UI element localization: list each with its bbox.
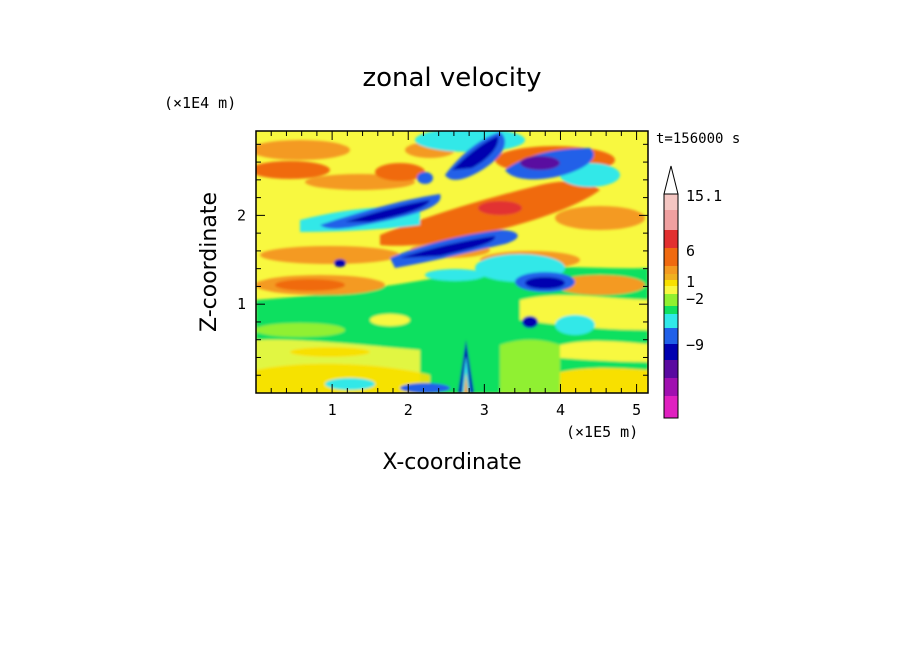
x-tick-label: 2 xyxy=(404,401,413,419)
colorbar-level-label: 6 xyxy=(686,242,695,260)
contour-field xyxy=(256,131,648,393)
colorbar-swatch xyxy=(664,194,678,210)
y-axis-ticks: 12 xyxy=(237,143,648,376)
colorbar-swatch xyxy=(664,378,678,396)
colorbar-swatch xyxy=(664,360,678,378)
x-tick-label: 5 xyxy=(632,401,641,419)
colorbar-swatch xyxy=(664,314,678,328)
colorbar-level-label: 15.1 xyxy=(686,187,722,205)
colorbar-swatch xyxy=(664,210,678,230)
colorbar-swatch xyxy=(664,344,678,360)
colorbar-swatch xyxy=(664,274,678,280)
plot-frame xyxy=(255,130,649,394)
colorbar-level-label: −2 xyxy=(686,290,704,308)
y-tick-label: 2 xyxy=(237,206,246,224)
x-axis-ticks: 1 2 3 4 5 xyxy=(270,131,641,419)
colorbar xyxy=(663,165,679,419)
colorbar-swatch xyxy=(664,280,678,286)
y-axis-title: Z-coordinate xyxy=(197,192,222,332)
x-unit-label: (×1E5 m) xyxy=(566,423,638,441)
colorbar-swatch xyxy=(664,294,678,306)
colorbar-labels: 15.1 6 1−2 −9 xyxy=(686,187,722,354)
chart-title: zonal velocity xyxy=(362,63,541,93)
x-tick-label: 1 xyxy=(328,401,337,419)
colorbar-swatch xyxy=(664,230,678,248)
colorbar-swatch xyxy=(664,286,678,294)
colorbar-level-label: 1 xyxy=(686,273,695,291)
x-tick-label: 3 xyxy=(480,401,489,419)
colorbar-swatch xyxy=(664,306,678,314)
colorbar-swatch xyxy=(664,248,678,266)
colorbar-frame xyxy=(663,193,679,419)
colorbar-overflow-arrow xyxy=(663,165,679,195)
y-unit-label: (×1E4 m) xyxy=(164,94,236,112)
y-tick-label: 1 xyxy=(237,295,246,313)
colorbar-level-label: −9 xyxy=(686,336,704,354)
colorbar-swatch xyxy=(664,266,678,274)
colorbar-swatch xyxy=(664,396,678,418)
colorbar-swatch xyxy=(664,328,678,344)
time-label: t=156000 s xyxy=(656,131,740,147)
x-tick-label: 4 xyxy=(556,401,565,419)
x-axis-title: X-coordinate xyxy=(382,450,521,475)
